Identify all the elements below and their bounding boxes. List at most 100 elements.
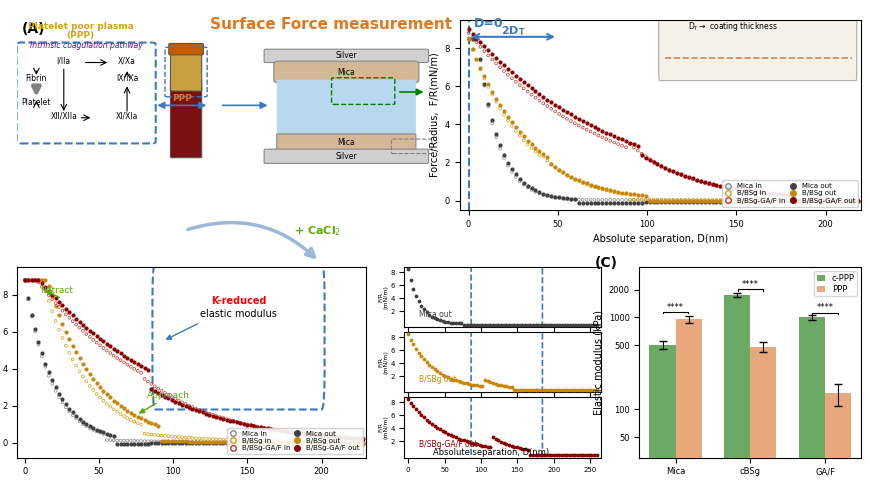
Point bbox=[422, 361, 436, 369]
Point bbox=[162, 437, 176, 445]
Point bbox=[52, 303, 66, 311]
Point bbox=[661, 198, 675, 206]
Text: Fibrin: Fibrin bbox=[26, 74, 47, 83]
Point bbox=[441, 373, 454, 381]
Point bbox=[288, 429, 302, 436]
Point bbox=[178, 438, 192, 446]
Point bbox=[544, 451, 558, 459]
Point bbox=[31, 276, 45, 284]
Point bbox=[839, 197, 852, 205]
Point bbox=[162, 391, 176, 399]
Point bbox=[834, 197, 848, 205]
Text: B/SBg out: B/SBg out bbox=[419, 375, 456, 384]
Point bbox=[494, 438, 507, 446]
Point bbox=[209, 438, 223, 446]
Point bbox=[461, 380, 475, 388]
Point bbox=[485, 88, 499, 95]
Point bbox=[767, 189, 781, 197]
Point bbox=[90, 428, 103, 435]
Point bbox=[339, 433, 353, 441]
Point bbox=[52, 393, 66, 401]
Point bbox=[522, 321, 536, 329]
Point bbox=[752, 198, 766, 206]
Point bbox=[646, 158, 660, 166]
Point bbox=[819, 197, 833, 205]
Point bbox=[435, 370, 449, 378]
Point bbox=[291, 439, 305, 447]
Point bbox=[114, 356, 128, 364]
Point bbox=[120, 361, 134, 369]
Point bbox=[536, 191, 550, 199]
Point bbox=[650, 160, 664, 168]
Point bbox=[49, 387, 63, 395]
Point bbox=[222, 416, 236, 424]
Point bbox=[414, 352, 428, 360]
Point bbox=[305, 439, 319, 447]
Point bbox=[493, 101, 507, 109]
Point bbox=[459, 437, 473, 445]
Point bbox=[175, 438, 189, 446]
Point bbox=[127, 437, 141, 445]
Bar bbox=[824, 393, 850, 492]
Point bbox=[192, 434, 206, 442]
Point bbox=[563, 195, 577, 203]
Point bbox=[226, 438, 240, 446]
Point bbox=[305, 430, 319, 438]
Point bbox=[516, 85, 530, 92]
Point bbox=[63, 314, 76, 322]
Point bbox=[171, 437, 185, 445]
Point bbox=[451, 319, 465, 327]
Point bbox=[536, 451, 550, 459]
Point bbox=[162, 439, 176, 447]
Point bbox=[540, 156, 554, 164]
Point bbox=[467, 440, 481, 448]
Point bbox=[120, 407, 134, 415]
Point bbox=[661, 166, 675, 174]
Point bbox=[31, 278, 45, 286]
Point bbox=[199, 438, 213, 446]
Point bbox=[52, 326, 66, 334]
Point bbox=[720, 196, 734, 204]
Point bbox=[107, 436, 121, 444]
Point bbox=[642, 197, 656, 205]
Point bbox=[243, 437, 257, 445]
Point bbox=[504, 119, 518, 126]
Point bbox=[826, 197, 840, 205]
Point bbox=[599, 135, 613, 143]
Point bbox=[430, 424, 444, 431]
Point bbox=[342, 440, 356, 448]
Bar bbox=[675, 319, 701, 492]
Point bbox=[103, 436, 117, 444]
Point bbox=[562, 451, 576, 459]
Point bbox=[744, 188, 758, 196]
Point bbox=[744, 198, 758, 206]
Point bbox=[752, 189, 766, 197]
Point bbox=[740, 198, 754, 206]
Point bbox=[469, 55, 483, 62]
Point bbox=[464, 439, 478, 447]
Point bbox=[760, 196, 773, 204]
Point bbox=[137, 439, 151, 447]
Point bbox=[733, 198, 746, 206]
Point bbox=[725, 198, 739, 206]
Point bbox=[504, 442, 518, 450]
Point bbox=[627, 196, 640, 204]
Point bbox=[614, 142, 628, 150]
Point bbox=[86, 424, 100, 432]
Point bbox=[406, 285, 420, 293]
Point bbox=[760, 196, 773, 204]
Point bbox=[356, 439, 370, 447]
Point bbox=[49, 302, 63, 310]
Point bbox=[250, 437, 264, 445]
Point bbox=[850, 196, 864, 204]
Point bbox=[459, 379, 473, 387]
Point bbox=[430, 368, 444, 375]
Point bbox=[839, 197, 852, 205]
Point bbox=[264, 437, 278, 445]
Point bbox=[158, 389, 172, 397]
Point bbox=[713, 182, 726, 189]
Point bbox=[567, 321, 581, 329]
Point bbox=[740, 196, 754, 204]
Point bbox=[250, 439, 264, 447]
Point bbox=[599, 129, 613, 137]
